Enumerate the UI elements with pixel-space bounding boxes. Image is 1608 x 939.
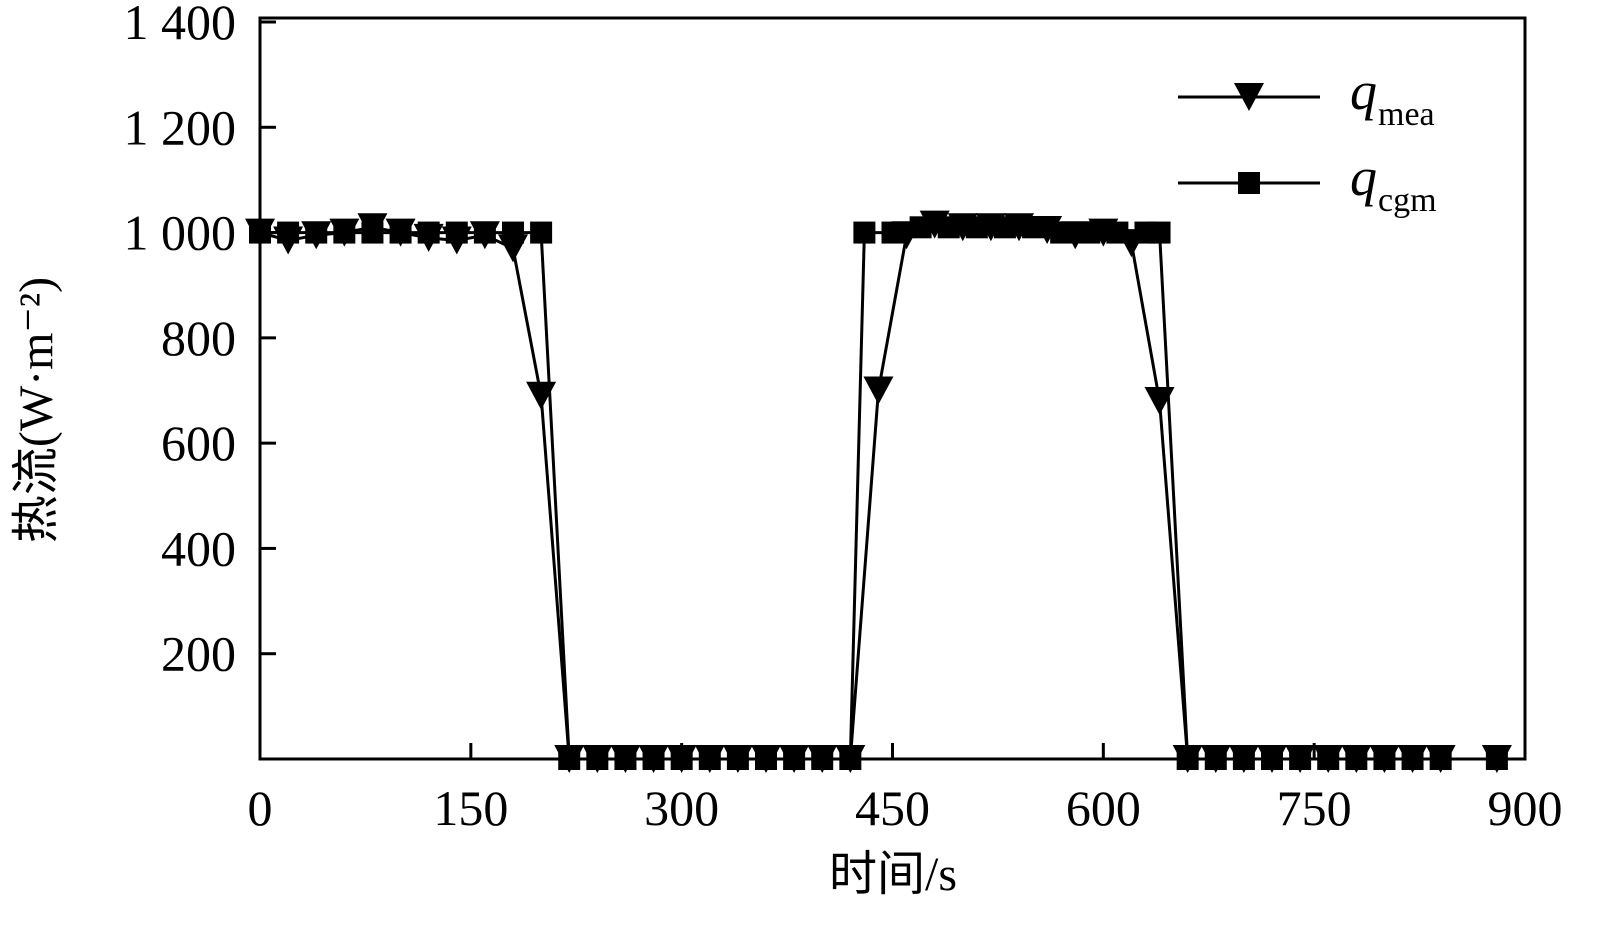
- square-marker: [586, 748, 609, 770]
- y-tick-label: 800: [161, 310, 236, 366]
- x-tick-label: 900: [1488, 780, 1563, 836]
- square-marker: [389, 221, 412, 244]
- square-marker: [1485, 748, 1508, 770]
- y-tick-label: 200: [161, 626, 236, 682]
- triangle-marker: [863, 376, 894, 405]
- square-marker: [333, 221, 356, 244]
- square-marker: [698, 748, 721, 770]
- square-marker: [642, 748, 665, 770]
- y-tick-label: 1 200: [124, 99, 237, 155]
- square-marker: [1345, 748, 1368, 770]
- square-marker: [417, 221, 440, 244]
- legend-label: q: [1350, 147, 1377, 207]
- x-tick-label: 450: [855, 780, 930, 836]
- legend-subscript: cgm: [1378, 182, 1437, 219]
- square-marker: [1106, 221, 1129, 244]
- y-tick-label: 400: [161, 520, 236, 576]
- legend-marker: [1234, 83, 1264, 111]
- y-axis-label: 热流(W·m⁻²): [10, 277, 63, 543]
- y-tick-label: 1 400: [124, 0, 237, 50]
- square-marker: [473, 221, 496, 244]
- square-marker: [881, 221, 904, 244]
- square-marker: [1232, 748, 1255, 770]
- square-marker: [1204, 748, 1227, 770]
- square-marker: [249, 221, 271, 244]
- square-marker: [853, 221, 876, 244]
- square-marker: [1317, 748, 1340, 770]
- square-marker: [839, 748, 862, 770]
- square-marker: [726, 748, 749, 770]
- x-tick-label: 600: [1066, 780, 1141, 836]
- legend-label: q: [1350, 61, 1377, 121]
- square-marker: [614, 748, 637, 770]
- square-marker: [1050, 221, 1073, 244]
- square-marker: [755, 748, 777, 770]
- series-line: [260, 225, 1497, 761]
- square-marker: [1022, 216, 1045, 239]
- square-marker: [1429, 748, 1452, 770]
- series-line: [259, 223, 1497, 761]
- square-marker: [277, 221, 300, 244]
- square-marker: [965, 216, 988, 239]
- square-marker: [1148, 221, 1171, 244]
- square-marker: [993, 216, 1016, 239]
- square-marker: [1401, 748, 1424, 770]
- x-tick-label: 300: [644, 780, 719, 836]
- square-marker: [783, 748, 806, 770]
- square-marker: [361, 221, 384, 244]
- square-marker: [502, 221, 524, 244]
- y-tick-label: 1 000: [124, 205, 237, 261]
- plot-frame: [258, 16, 1527, 761]
- legend-subscript: mea: [1378, 96, 1435, 133]
- square-marker: [670, 748, 693, 770]
- x-tick-label: 0: [248, 780, 273, 836]
- square-marker: [305, 221, 328, 244]
- square-marker: [530, 221, 553, 244]
- square-marker: [1289, 748, 1312, 770]
- square-marker: [1261, 748, 1283, 770]
- square-marker: [1176, 748, 1199, 770]
- x-axis-label: 时间/s: [829, 848, 957, 901]
- x-tick-label: 750: [1277, 780, 1352, 836]
- x-tick-label: 150: [433, 780, 508, 836]
- square-marker: [909, 216, 932, 239]
- square-marker: [558, 748, 581, 770]
- y-tick-label: 600: [161, 415, 236, 471]
- square-marker: [937, 216, 960, 239]
- legend-marker: [1238, 172, 1260, 194]
- square-marker: [1078, 221, 1101, 244]
- square-marker: [1373, 748, 1396, 770]
- square-marker: [445, 221, 468, 244]
- square-marker: [811, 748, 834, 770]
